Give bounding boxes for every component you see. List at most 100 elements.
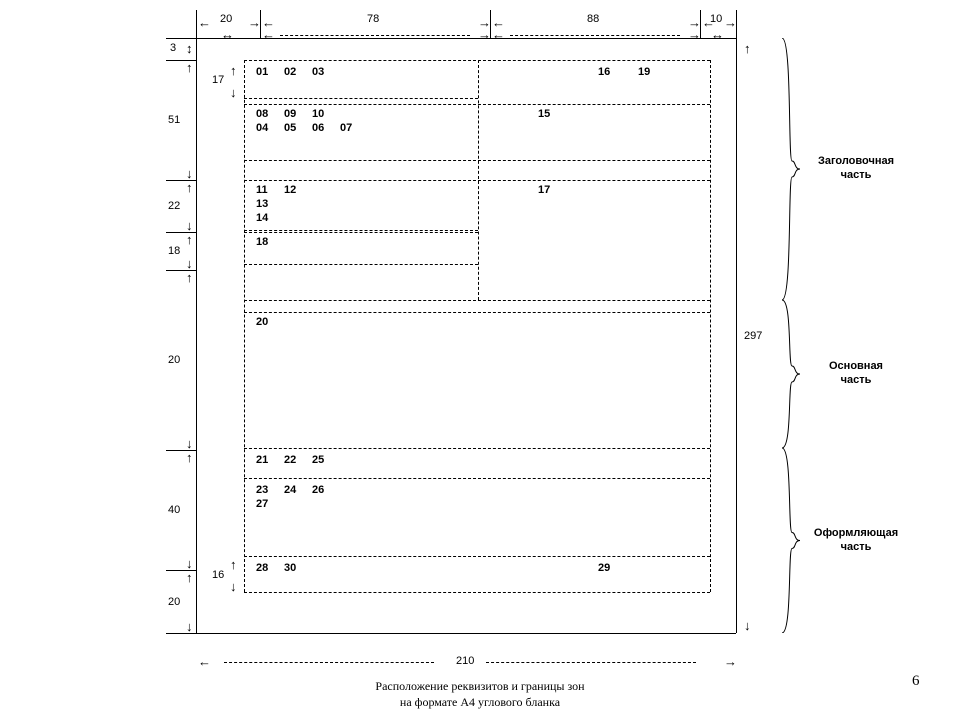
dcol-left [244, 60, 245, 592]
r3b: 13 [256, 198, 268, 210]
r1r-1: 19 [638, 66, 650, 78]
top-dash-a-line [280, 35, 470, 36]
left-axis [196, 38, 197, 633]
w210-line-r [486, 662, 696, 663]
sec-main-0: Основная [806, 360, 906, 372]
brace-design [780, 448, 802, 633]
top-dash-b-line [510, 35, 680, 36]
left-22-d: ↓ [186, 219, 193, 232]
top-dim-20-label: 20 [220, 13, 232, 25]
top-dash-b-r: → [688, 28, 701, 41]
diagram-root: ←→20←→78←→88←→10←→←→↔↔↕3↑↓51↑↓22↑↓18↑↓20… [0, 0, 960, 720]
dh-r7 [244, 448, 710, 449]
dh-r8 [244, 478, 710, 479]
top-dim-88-label: 88 [587, 13, 599, 25]
r7a-1: 24 [284, 484, 296, 496]
top-dim-20-l: ← [198, 16, 211, 29]
r8-right: 29 [598, 562, 610, 574]
r2b-0: 04 [256, 122, 268, 134]
left-20a-d: ↓ [186, 437, 193, 450]
r2a-2: 10 [312, 108, 324, 120]
in16-u: ↑ [230, 558, 237, 571]
left-40-u: ↑ [186, 451, 193, 464]
dh-h3-l [244, 232, 478, 233]
r2a-0: 08 [256, 108, 268, 120]
sec-main-1: часть [806, 374, 906, 386]
r2b-1: 05 [284, 122, 296, 134]
left-20a-label: 20 [168, 354, 180, 366]
h297-label: 297 [744, 330, 762, 342]
w210-l: ← [198, 655, 211, 668]
dh-h2 [244, 180, 710, 181]
left-40-label: 40 [168, 504, 180, 516]
r1-2: 03 [312, 66, 324, 78]
r8-1: 30 [284, 562, 296, 574]
top-tick-0 [196, 10, 197, 38]
top-10-bi: ↔ [711, 28, 724, 41]
in16-label: 16 [212, 569, 224, 581]
sec-header-1: часть [806, 169, 906, 181]
in17-d: ↓ [230, 86, 237, 99]
r3-right: 17 [538, 184, 550, 196]
bottom-axis [196, 633, 736, 634]
left-20b-label: 20 [168, 596, 180, 608]
r6-2: 25 [312, 454, 324, 466]
r2a-1: 09 [284, 108, 296, 120]
in17-u: ↑ [230, 64, 237, 77]
dh-r2 [244, 104, 710, 105]
r3c: 14 [256, 212, 268, 224]
in16-d: ↓ [230, 580, 237, 593]
dcol-right [710, 60, 711, 592]
h297-down: ↓ [744, 619, 751, 632]
page-number: 6 [912, 673, 920, 690]
left-18-u: ↑ [186, 233, 193, 246]
top-dim-78-label: 78 [367, 13, 379, 25]
in17-label: 17 [212, 74, 224, 86]
r2a-right: 15 [538, 108, 550, 120]
left-18-d: ↓ [186, 257, 193, 270]
r1r-0: 16 [598, 66, 610, 78]
r1-1: 02 [284, 66, 296, 78]
r1-0: 01 [256, 66, 268, 78]
brace-main [780, 300, 802, 448]
top-dim-10-label: 10 [710, 13, 722, 25]
r5: 20 [256, 316, 268, 328]
w210-r: → [724, 655, 737, 668]
left-20b-u: ↑ [186, 571, 193, 584]
dh-r3 [244, 160, 710, 161]
r7a-2: 26 [312, 484, 324, 496]
left-22-u: ↑ [186, 181, 193, 194]
r2b-3: 07 [340, 122, 352, 134]
r4: 18 [256, 236, 268, 248]
left-3-label: 3 [170, 42, 176, 54]
top-20-bi: ↔ [221, 28, 234, 41]
top-dim-10-r: → [724, 16, 737, 29]
dh-r4-l [244, 230, 478, 231]
w210-label: 210 [456, 655, 474, 667]
r8-0: 28 [256, 562, 268, 574]
dh-top [244, 60, 710, 61]
w210-line-l [224, 662, 434, 663]
top-dash-a-r: → [478, 28, 491, 41]
left-tick-0 [166, 38, 196, 39]
dh-mid [244, 300, 710, 301]
sec-header-0: Заголовочная [806, 155, 906, 167]
top-dim-20-r: → [248, 16, 261, 29]
left-40-d: ↓ [186, 557, 193, 570]
caption-2: на формате А4 углового бланка [300, 695, 660, 710]
r6-1: 22 [284, 454, 296, 466]
r7b: 27 [256, 498, 268, 510]
r3-1: 12 [284, 184, 296, 196]
r6-0: 21 [256, 454, 268, 466]
r2b-2: 06 [312, 122, 324, 134]
dh-r9 [244, 556, 710, 557]
left-3-bi: ↕ [186, 42, 193, 55]
left-51-u: ↑ [186, 61, 193, 74]
dh-r10 [244, 592, 710, 593]
sec-design-0: Оформляющая [806, 527, 906, 539]
left-22-label: 22 [168, 200, 180, 212]
left-51-label: 51 [168, 114, 180, 126]
dh-r5-l [244, 264, 478, 265]
brace-header [780, 38, 802, 300]
left-18-label: 18 [168, 245, 180, 257]
